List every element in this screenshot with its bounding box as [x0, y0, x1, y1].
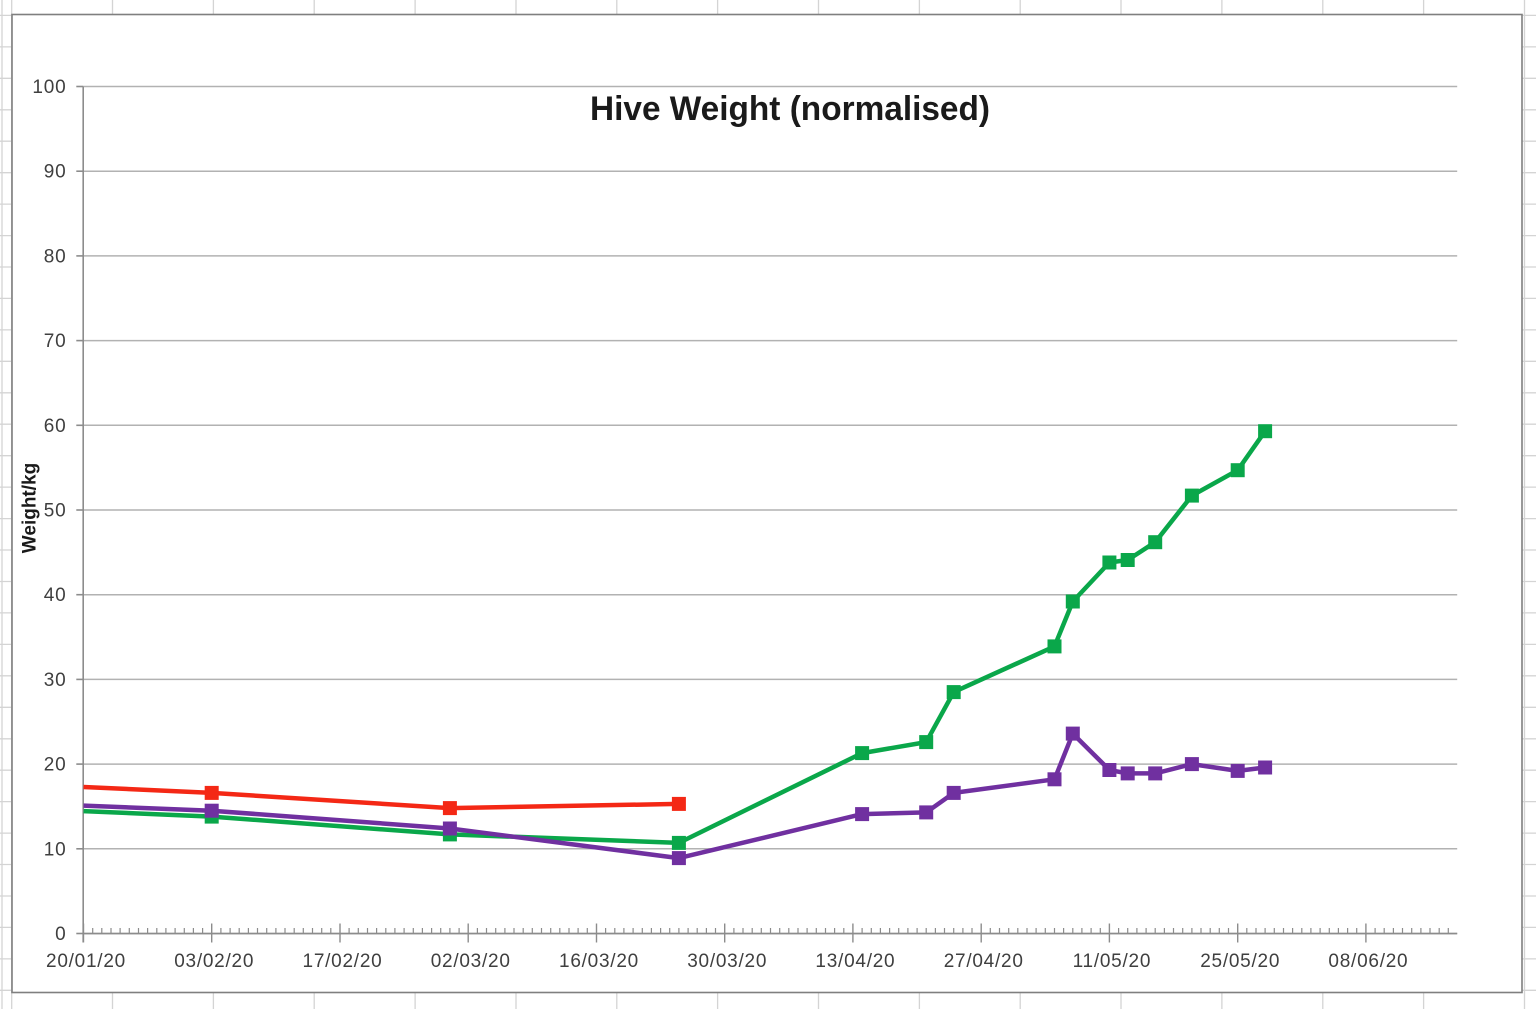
- svg-text:03/02/20: 03/02/20: [174, 951, 254, 972]
- svg-text:70: 70: [44, 331, 67, 352]
- svg-text:60: 60: [44, 416, 67, 437]
- svg-text:90: 90: [44, 162, 67, 183]
- svg-text:Hive Weight (normalised): Hive Weight (normalised): [590, 90, 990, 128]
- svg-text:30: 30: [44, 670, 67, 691]
- svg-text:100: 100: [32, 77, 66, 98]
- svg-text:13/04/20: 13/04/20: [815, 951, 895, 972]
- svg-text:20: 20: [44, 755, 67, 776]
- svg-text:50: 50: [44, 501, 67, 522]
- svg-text:40: 40: [44, 585, 67, 606]
- svg-text:08/06/20: 08/06/20: [1328, 951, 1408, 972]
- svg-text:0: 0: [55, 924, 66, 945]
- svg-text:Weight/kg: Weight/kg: [20, 463, 41, 553]
- svg-text:27/04/20: 27/04/20: [944, 951, 1024, 972]
- svg-text:10: 10: [44, 839, 67, 860]
- svg-text:17/02/20: 17/02/20: [303, 951, 383, 972]
- svg-text:02/03/20: 02/03/20: [431, 951, 511, 972]
- svg-text:25/05/20: 25/05/20: [1200, 951, 1280, 972]
- svg-text:20/01/20: 20/01/20: [46, 951, 126, 972]
- svg-text:16/03/20: 16/03/20: [559, 951, 639, 972]
- svg-text:11/05/20: 11/05/20: [1073, 951, 1152, 972]
- svg-text:80: 80: [44, 246, 67, 267]
- svg-text:30/03/20: 30/03/20: [687, 951, 767, 972]
